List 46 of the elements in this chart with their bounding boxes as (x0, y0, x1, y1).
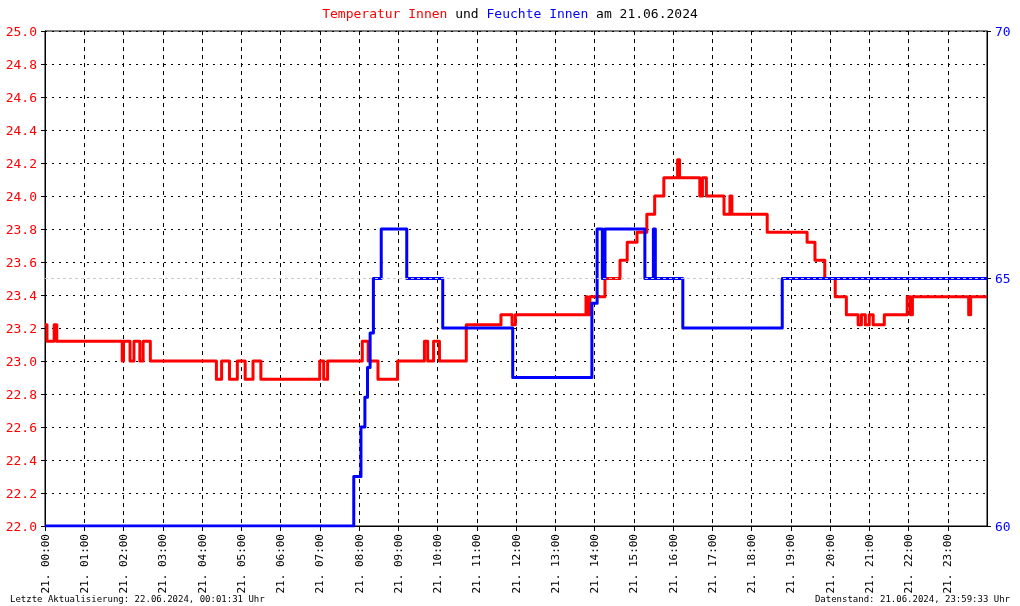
x-tick-label: 21. 14:00 (588, 534, 601, 594)
x-tick-label: 21. 19:00 (784, 534, 798, 594)
x-tick-label: 21. 21:00 (862, 534, 876, 594)
x-tick-label: 21. 03:00 (156, 534, 170, 594)
x-tick-label: 21. 04:00 (195, 534, 209, 594)
y-tick-label: 24.2 (5, 155, 37, 171)
y-tick-label: 24.8 (5, 56, 37, 72)
y-tick-label: 23.6 (5, 254, 37, 270)
x-tick-label: 21. 09:00 (391, 534, 405, 594)
y-tick-label: 23.4 (5, 287, 38, 303)
x-tick-label: 21. 05:00 (234, 534, 248, 594)
x-tick-label: 21. 02:00 (117, 534, 130, 594)
x-tick-label: 21. 16:00 (666, 534, 680, 594)
y2-tick-label: 60 (995, 518, 1011, 534)
x-tick-label: 21. 12:00 (509, 534, 523, 594)
text: Letzte Aktualisierung: 22.06.2024, 00:01:31 Uhr (10, 593, 266, 604)
y-tick-label: 23.2 (5, 320, 37, 336)
x-tick-label: 21. 17:00 (705, 534, 719, 594)
x-tick-label: 21. 15:00 (627, 534, 641, 594)
x-tick-label: 21. 18:00 (745, 534, 758, 594)
y-tick-label: 22.6 (5, 419, 37, 435)
y-tick-label: 22.0 (5, 518, 37, 534)
chart-title: Temperatur Innen und Feuchte Innen am 21.06.2024 (322, 6, 698, 21)
x-tick-label: 21. 13:00 (548, 534, 562, 594)
x-tick-label: 21. 00:00 (38, 534, 52, 594)
y2-tick-label: 70 (995, 23, 1011, 39)
y-tick-label: 24.0 (5, 188, 37, 204)
y-tick-label: 22.2 (5, 485, 37, 501)
y-tick-label: 25.0 (5, 23, 37, 39)
x-tick-label: 21. 07:00 (313, 534, 327, 594)
y-tick-label: 24.6 (5, 89, 37, 105)
y-tick-label: 22.4 (5, 452, 38, 468)
x-tick-label: 21. 11:00 (470, 534, 484, 594)
y-tick-label: 23.0 (5, 353, 37, 369)
y2-tick-label: 65 (995, 271, 1011, 286)
y-tick-label: 23.8 (5, 221, 37, 237)
x-tick-label: 21. 22:00 (902, 534, 915, 594)
x-tick-label: 21. 08:00 (352, 534, 366, 594)
text: Datenstand: 21.06.2024, 23:59:33 Uhr (814, 593, 1011, 604)
x-tick-label: 21. 20:00 (823, 534, 837, 594)
y-tick-label: 24.4 (5, 122, 38, 138)
x-tick-label: 21. 23:00 (941, 534, 955, 594)
x-tick-label: 21. 06:00 (274, 534, 287, 594)
x-tick-label: 21. 10:00 (431, 534, 444, 594)
x-tick-label: 21. 01:00 (77, 534, 91, 594)
y-tick-label: 22.8 (5, 386, 37, 402)
